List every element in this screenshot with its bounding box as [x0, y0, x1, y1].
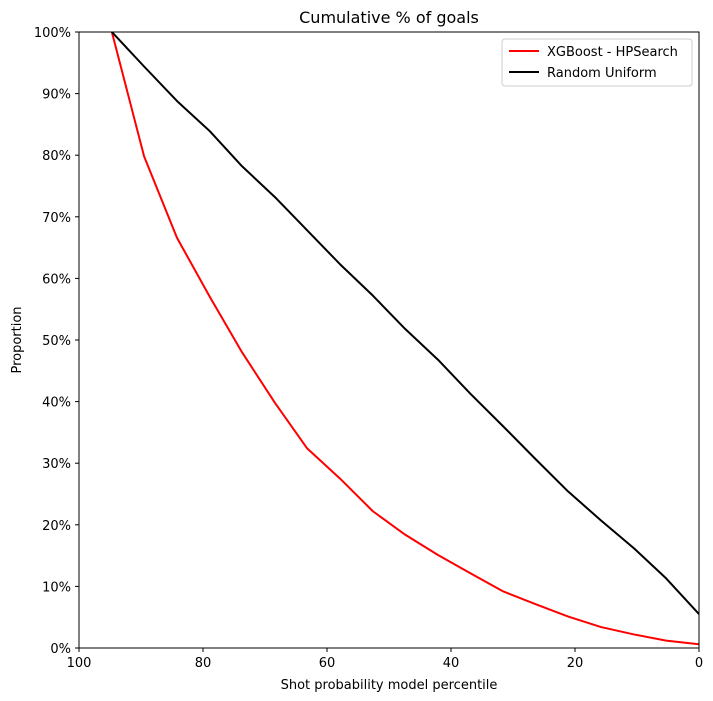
x-axis-title: Shot probability model percentile [281, 678, 498, 693]
series-line-random-uniform [111, 32, 699, 615]
chart-title: Cumulative % of goals [299, 8, 479, 27]
y-tick-label: 80% [42, 149, 71, 164]
x-tick-label: 40 [443, 656, 460, 671]
x-tick-label: 60 [319, 656, 336, 671]
y-tick-label: 20% [42, 519, 71, 534]
y-axis-ticks: 0% 10% 20% 30% 40% 50% 60% 70% 80% 90% 100% [34, 26, 79, 657]
x-tick-label: 80 [195, 656, 212, 671]
series-line-xgboost [110, 32, 699, 646]
plot-frame [78, 31, 700, 649]
y-tick-label: 40% [42, 396, 71, 411]
legend-label-random-uniform: Random Uniform [547, 66, 657, 81]
x-axis-ticks: 100 80 60 40 20 0 [67, 648, 703, 671]
y-tick-label: 10% [42, 580, 71, 595]
y-tick-label: 100% [34, 26, 71, 41]
x-tick-label: 20 [567, 656, 584, 671]
y-tick-label: 0% [50, 642, 71, 657]
y-tick-label: 70% [42, 211, 71, 226]
y-axis-title: Proportion [10, 306, 25, 373]
x-tick-label: 100 [67, 656, 92, 671]
y-tick-label: 60% [42, 272, 71, 287]
y-tick-label: 90% [42, 88, 71, 103]
y-tick-label: 30% [42, 457, 71, 472]
y-tick-label: 50% [42, 334, 71, 349]
legend: XGBoost - HPSearch Random Uniform [501, 38, 693, 87]
legend-box [501, 38, 693, 87]
plot-area [110, 32, 699, 646]
x-tick-label: 0 [695, 656, 703, 671]
legend-label-xgboost: XGBoost - HPSearch [547, 45, 678, 60]
